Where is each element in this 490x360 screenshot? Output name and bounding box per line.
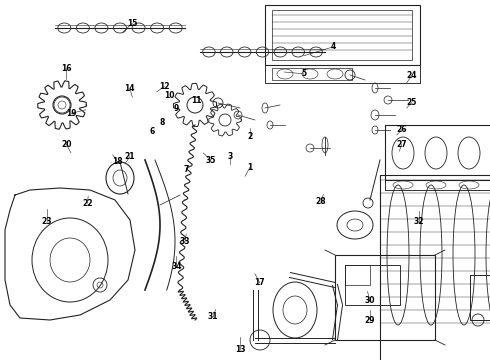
Bar xyxy=(272,10,412,60)
Text: 4: 4 xyxy=(331,42,336,51)
Bar xyxy=(380,175,490,360)
Bar xyxy=(385,180,490,190)
Text: 20: 20 xyxy=(61,140,72,149)
Text: 25: 25 xyxy=(406,98,417,107)
Text: 29: 29 xyxy=(365,316,375,325)
Text: 28: 28 xyxy=(316,197,326,206)
Bar xyxy=(345,265,370,285)
Text: 23: 23 xyxy=(41,217,52,226)
Text: 27: 27 xyxy=(396,140,407,149)
Text: 11: 11 xyxy=(191,96,201,105)
Text: 3: 3 xyxy=(228,152,233,161)
Text: 32: 32 xyxy=(414,217,424,226)
Text: 16: 16 xyxy=(61,64,72,73)
Bar xyxy=(385,125,490,180)
Bar xyxy=(265,5,420,65)
Text: 21: 21 xyxy=(124,152,135,161)
Text: 19: 19 xyxy=(66,109,76,118)
Text: 35: 35 xyxy=(205,156,216,165)
Bar xyxy=(470,275,490,320)
Text: 24: 24 xyxy=(406,71,417,80)
Text: 34: 34 xyxy=(171,262,182,271)
Text: 18: 18 xyxy=(112,158,123,166)
Bar xyxy=(265,65,420,83)
Text: 6: 6 xyxy=(149,127,154,136)
Text: 31: 31 xyxy=(208,312,219,321)
Text: 15: 15 xyxy=(127,19,138,28)
Text: 10: 10 xyxy=(164,91,174,100)
Text: 13: 13 xyxy=(235,345,245,354)
Text: 1: 1 xyxy=(247,163,252,172)
Text: 33: 33 xyxy=(180,237,191,246)
Bar xyxy=(272,68,352,80)
Text: 22: 22 xyxy=(82,199,93,208)
Text: 26: 26 xyxy=(396,125,407,134)
Text: 2: 2 xyxy=(247,132,252,141)
Text: 14: 14 xyxy=(124,84,135,93)
Text: 8: 8 xyxy=(159,118,164,127)
Bar xyxy=(335,255,435,340)
Bar xyxy=(345,265,400,305)
Text: 12: 12 xyxy=(159,82,170,91)
Text: 9: 9 xyxy=(174,104,179,113)
Text: 7: 7 xyxy=(184,165,189,174)
Text: 30: 30 xyxy=(365,296,375,305)
Text: 5: 5 xyxy=(301,69,306,78)
Text: 17: 17 xyxy=(254,278,265,287)
